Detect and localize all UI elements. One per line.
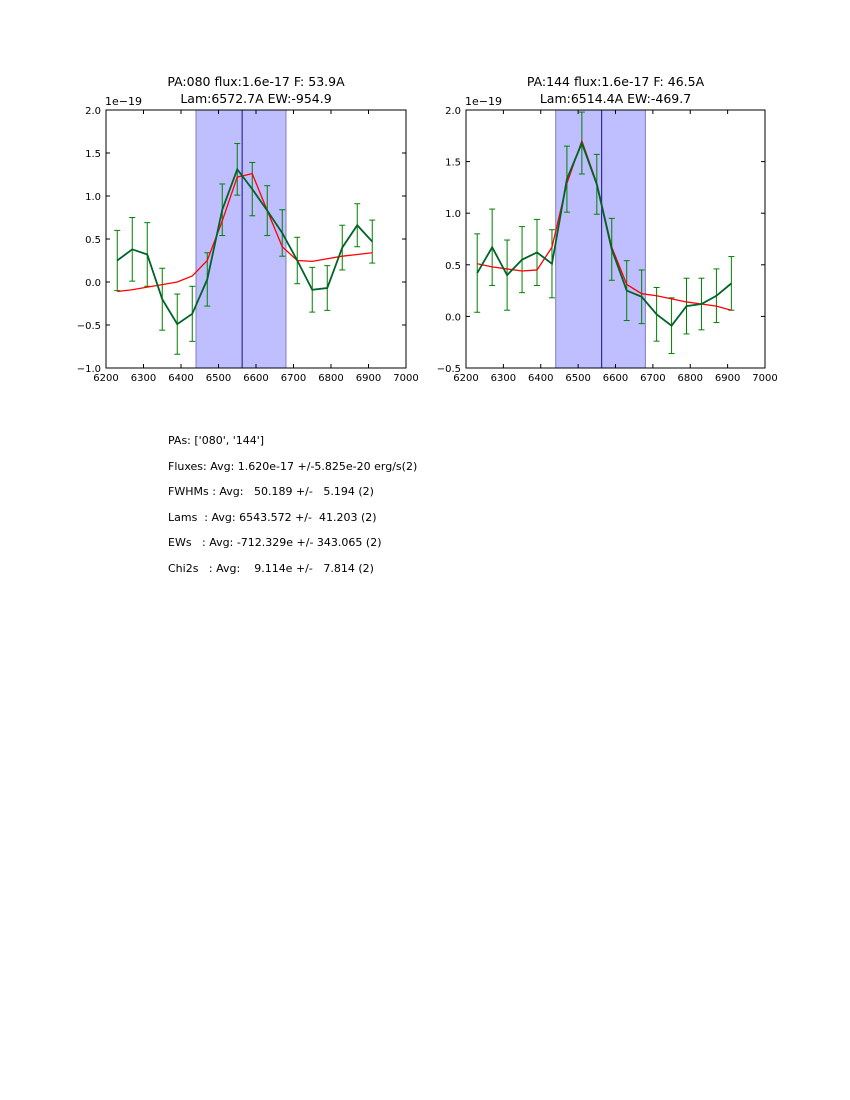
- x-tick-label: 6600: [243, 373, 268, 384]
- x-tick-label: 7000: [752, 373, 777, 384]
- x-tick-label: 6900: [356, 373, 381, 384]
- x-tick-label: 6800: [318, 373, 343, 384]
- x-tick-label: 6500: [565, 373, 590, 384]
- data-line: [116, 167, 373, 326]
- model-line: [117, 172, 373, 293]
- y-tick-label: 1.0: [445, 209, 461, 220]
- y-tick-label: 0.5: [445, 261, 461, 272]
- y-tick-label: −0.5: [77, 321, 101, 332]
- x-tick-label: 6700: [640, 373, 665, 384]
- x-tick-label: 6400: [168, 373, 193, 384]
- offset-label: 1e−19: [465, 95, 502, 108]
- y-tick-label: −1.0: [77, 364, 101, 375]
- y-tick-label: 0.0: [445, 312, 461, 323]
- x-tick-label: 7000: [393, 373, 418, 384]
- stat-ews: EWs : Avg: -712.329e +/- 343.065 (2): [168, 536, 382, 550]
- plot-title: PA:080 flux:1.6e-17 F: 53.9A: [167, 74, 345, 89]
- y-tick-label: −0.5: [437, 364, 461, 375]
- x-tick-label: 6400: [528, 373, 553, 384]
- stat-fluxes: Fluxes: Avg: 1.620e-17 +/-5.825e-20 erg/…: [168, 459, 418, 473]
- x-tick-label: 6200: [453, 373, 478, 384]
- plot-title: PA:144 flux:1.6e-17 F: 46.5A: [527, 74, 705, 89]
- stat-chi2s: Chi2s : Avg: 9.114e +/- 7.814 (2): [168, 561, 374, 575]
- plot-subtitle: Lam:6514.4A EW:-469.7: [540, 91, 691, 106]
- y-tick-label: 1.0: [85, 192, 101, 203]
- x-tick-label: 6600: [603, 373, 628, 384]
- x-tick-label: 6200: [93, 373, 118, 384]
- x-tick-label: 6500: [206, 373, 231, 384]
- subplot-2: PA:144 flux:1.6e-17 F: 46.5A Lam:6514.4A …: [437, 74, 778, 384]
- y-tick-label: 2.0: [85, 106, 101, 117]
- plot-subtitle: Lam:6572.7A EW:-954.9: [180, 91, 331, 106]
- x-tick-label: 6300: [131, 373, 156, 384]
- summary-stats: PAs: ['080', '144'] Fluxes: Avg: 1.620e-…: [168, 434, 417, 588]
- shaded-band: [195, 109, 287, 369]
- shaded-band: [555, 109, 646, 369]
- y-tick-label: 0.0: [85, 278, 101, 289]
- offset-label: 1e−19: [105, 95, 142, 108]
- stat-lams: Lams : Avg: 6543.572 +/- 41.203 (2): [168, 510, 377, 524]
- data-line: [476, 140, 732, 327]
- stat-fwhms: FWHMs : Avg: 50.189 +/- 5.194 (2): [168, 485, 374, 499]
- y-tick-label: 2.0: [445, 106, 461, 117]
- x-tick-label: 6900: [715, 373, 740, 384]
- y-tick-label: 1.5: [85, 149, 101, 160]
- y-tick-label: 0.5: [85, 235, 101, 246]
- subplot-1: PA:080 flux:1.6e-17 F: 53.9A Lam:6572.7A …: [77, 74, 419, 384]
- x-tick-label: 6700: [281, 373, 306, 384]
- stat-pas: PAs: ['080', '144']: [168, 434, 265, 447]
- x-tick-label: 6300: [491, 373, 516, 384]
- x-tick-label: 6800: [678, 373, 703, 384]
- y-tick-label: 1.5: [445, 158, 461, 169]
